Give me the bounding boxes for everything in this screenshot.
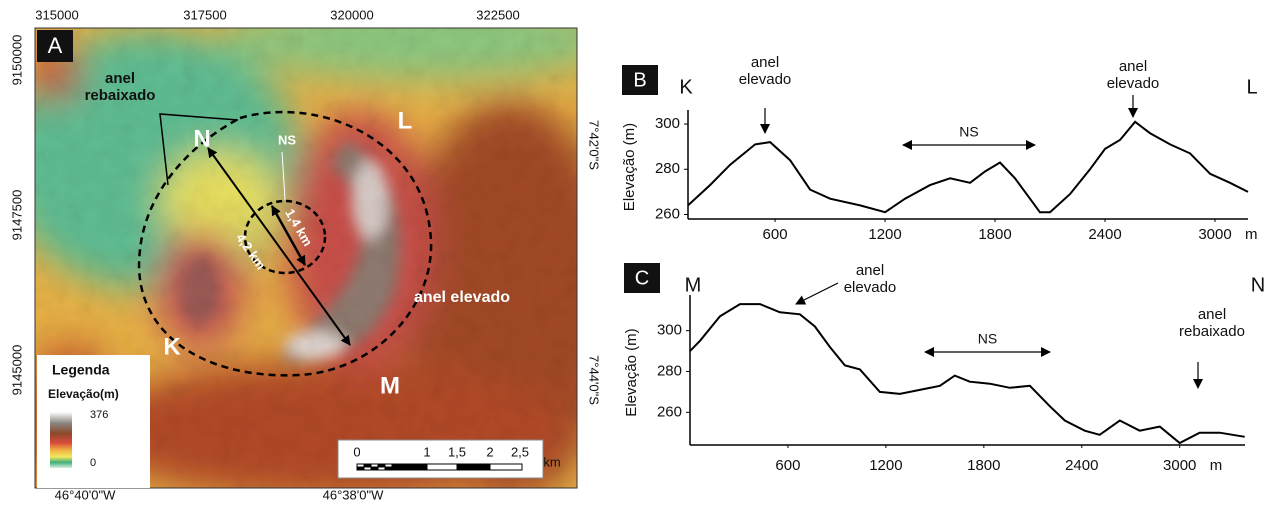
x-unit: m — [1245, 226, 1258, 243]
panel-label: A — [48, 33, 63, 58]
figure: A 315000 317500 320000 322500 9150000 9147500 9… — [0, 0, 1268, 505]
easting-label: 317500 — [183, 7, 226, 22]
profile-end: L — [1246, 76, 1257, 98]
x-tick-label: 600 — [763, 226, 788, 243]
panel-label: C — [635, 267, 649, 289]
scale-label: 1 — [423, 444, 430, 459]
x-tick-label: 1200 — [869, 457, 902, 474]
map-label: anel elevado — [414, 289, 510, 306]
map-label: NS — [278, 132, 296, 147]
elevation-line — [690, 304, 1245, 443]
x-tick-label: 600 — [775, 457, 800, 474]
easting-label: 320000 — [330, 7, 373, 22]
longitude-label: 46°40'0"W — [55, 487, 116, 502]
scale-label: 2,5 — [511, 444, 529, 459]
scale-label: 2 — [486, 444, 493, 459]
y-tick-label: 300 — [655, 115, 680, 132]
scale-bar — [357, 464, 522, 470]
profile-start: K — [679, 76, 693, 98]
easting-label: 322500 — [476, 7, 519, 22]
y-axis-label: Elevação (m) — [623, 328, 640, 416]
annotation: NS — [959, 124, 978, 140]
northing-label: 9147500 — [9, 190, 24, 241]
map-label: N — [193, 125, 210, 152]
scale-unit: km — [543, 454, 560, 469]
northing-label: 9145000 — [9, 345, 24, 396]
annotation: anel elevado — [1098, 58, 1168, 92]
panel-label: B — [633, 69, 646, 91]
legend-min: 0 — [90, 457, 96, 469]
legend-subtitle: Elevação(m) — [48, 387, 119, 401]
latitude-label: 7°44'0"S — [587, 355, 602, 405]
profile-start: M — [685, 274, 702, 296]
latitude-label: 7°42'0"S — [587, 120, 602, 170]
annotation: anel elevado — [835, 262, 905, 296]
longitude-label: 46°38'0"W — [323, 487, 384, 502]
figure-canvas: A 315000 317500 320000 322500 9150000 9147500 9… — [0, 0, 1268, 505]
profile-end: N — [1251, 274, 1265, 296]
y-tick-label: 260 — [657, 403, 682, 420]
map-label: M — [380, 372, 400, 399]
annotation: anel elevado — [730, 54, 800, 88]
x-tick-label: 3000 — [1198, 226, 1231, 243]
x-tick-label: 2400 — [1088, 226, 1121, 243]
legend-max: 376 — [90, 409, 108, 421]
x-tick-label: 1200 — [868, 226, 901, 243]
y-tick-label: 300 — [657, 322, 682, 339]
map-label: anel rebaixado — [80, 70, 160, 104]
x-unit: m — [1210, 457, 1223, 474]
scale-label: 1,5 — [448, 444, 466, 459]
y-axis-label: Elevação (m) — [621, 123, 638, 211]
scale-label: 0 — [353, 444, 360, 459]
map-label: K — [163, 333, 181, 360]
annotation: anel rebaixado — [1167, 306, 1257, 340]
annotation: NS — [978, 331, 997, 347]
map-label: L — [398, 107, 413, 134]
x-tick-label: 3000 — [1163, 457, 1196, 474]
legend-title: Legenda — [52, 362, 110, 378]
y-tick-label: 260 — [655, 205, 680, 222]
northing-label: 9150000 — [9, 35, 24, 86]
annotation-arrow — [796, 283, 838, 304]
x-tick-label: 1800 — [967, 457, 1000, 474]
x-tick-label: 2400 — [1065, 457, 1098, 474]
easting-label: 315000 — [35, 7, 78, 22]
y-tick-label: 280 — [655, 160, 680, 177]
x-tick-label: 1800 — [978, 226, 1011, 243]
y-tick-label: 280 — [657, 362, 682, 379]
